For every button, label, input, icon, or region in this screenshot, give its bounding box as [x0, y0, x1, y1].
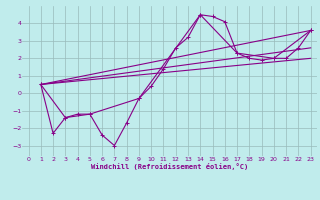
- X-axis label: Windchill (Refroidissement éolien,°C): Windchill (Refroidissement éolien,°C): [91, 163, 248, 170]
